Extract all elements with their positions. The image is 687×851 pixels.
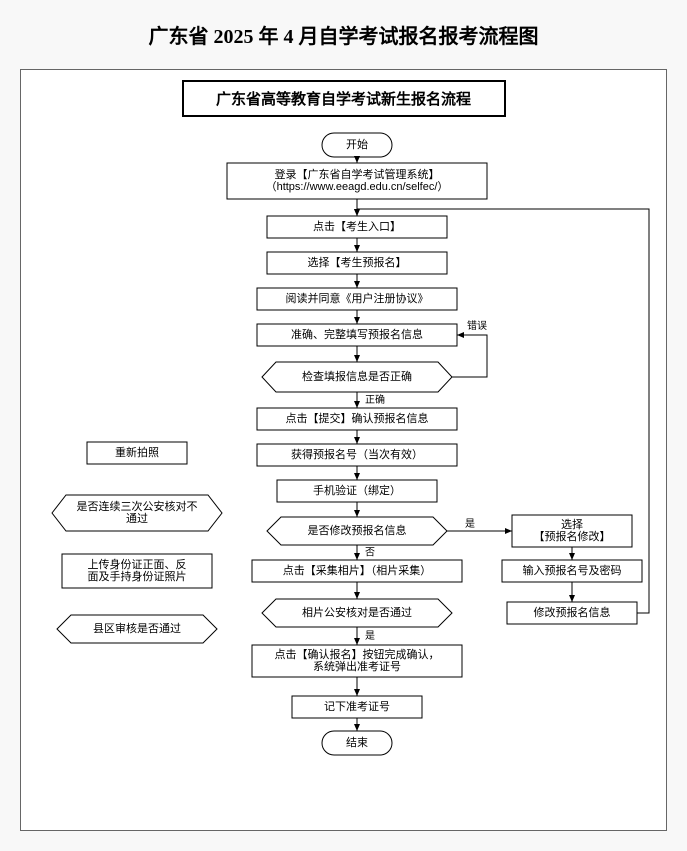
node-text: 县区审核是否通过 [93,621,181,635]
node-text: 选择【考生预报名】 [308,255,407,269]
node-login: 登录【广东省自学考试管理系统】（https://www.eeagd.edu.cn… [227,163,487,199]
node-text: 相片公安核对是否通过 [302,605,412,619]
node-text: 检查填报信息是否正确 [302,369,412,383]
edge-label: 是 [465,518,475,530]
node-countyq: 县区审核是否通过 [57,615,217,643]
node-modifyq: 是否修改预报名信息 [267,517,447,545]
node-text: 系统弹出准考证号 [313,659,401,673]
node-record: 记下准考证号 [292,696,422,718]
node-text: 面及手持身份证照片 [88,569,187,583]
edge-label: 正确 [365,393,385,406]
edge-label: 错误 [467,319,487,332]
node-text: 阅读并同意《用户注册协议》 [286,291,429,305]
flowchart-svg: 开始登录【广东省自学考试管理系统】（https://www.eeagd.edu.… [27,127,657,807]
node-submit: 点击【提交】确认预报名信息 [257,408,457,430]
node-confirm: 点击【确认报名】按钮完成确认，系统弹出准考证号 [252,645,462,677]
node-check: 检查填报信息是否正确 [262,362,452,392]
node-fill: 准确、完整填写预报名信息 [257,324,457,346]
node-text: 修改预报名信息 [534,605,611,619]
edge-label: 是 [365,630,375,642]
node-do_mod: 修改预报名信息 [507,602,637,624]
node-text: 选择 [561,517,583,531]
node-text: 结束 [346,736,368,749]
node-collect: 点击【采集相片】（相片采集） [252,560,462,582]
node-threeq: 是否连续三次公安核对不通过 [52,495,222,531]
node-photoq: 相片公安核对是否通过 [262,599,452,627]
node-text: 开始 [346,137,368,151]
node-agree: 阅读并同意《用户注册协议》 [257,288,457,310]
node-text: 重新拍照 [115,445,159,459]
node-upload: 上传身份证正面、反面及手持身份证照片 [62,554,212,588]
node-rephoto: 重新拍照 [87,442,187,464]
node-text: 准确、完整填写预报名信息 [291,327,423,341]
node-text: 点击【提交】确认预报名信息 [286,411,429,425]
node-phone: 手机验证（绑定） [277,480,437,502]
node-text: 登录【广东省自学考试管理系统】 [275,167,440,181]
node-text: 是否修改预报名信息 [308,523,407,537]
node-select_mod: 选择【预报名修改】 [512,515,632,547]
node-entry: 点击【考生入口】 [267,216,447,238]
node-getno: 获得预报名号（当次有效） [257,444,457,466]
node-text: 输入预报名号及密码 [523,563,622,577]
node-text: （https://www.eeagd.edu.cn/selfec/） [266,180,449,193]
edge-label: 否 [365,547,375,559]
node-text: 【预报名修改】 [534,529,611,543]
node-start: 开始 [322,133,392,157]
diagram-frame: 广东省高等教育自学考试新生报名流程 开始登录【广东省自学考试管理系统】（http… [20,69,667,831]
node-text: 点击【采集相片】（相片采集） [283,563,432,577]
node-text: 手机验证（绑定） [313,483,401,497]
node-text: 上传身份证正面、反 [88,557,187,571]
page-title: 广东省 2025 年 4 月自学考试报名报考流程图 [20,20,667,49]
node-input_no: 输入预报名号及密码 [502,560,642,582]
node-text: 点击【考生入口】 [313,219,401,233]
inner-title: 广东省高等教育自学考试新生报名流程 [182,80,506,117]
node-text: 记下准考证号 [324,700,390,713]
node-end: 结束 [322,731,392,755]
node-prereg: 选择【考生预报名】 [267,252,447,274]
node-text: 获得预报名号（当次有效） [291,447,423,461]
node-text: 通过 [126,512,148,525]
node-text: 点击【确认报名】按钮完成确认， [275,647,440,661]
node-text: 是否连续三次公安核对不 [77,499,198,513]
